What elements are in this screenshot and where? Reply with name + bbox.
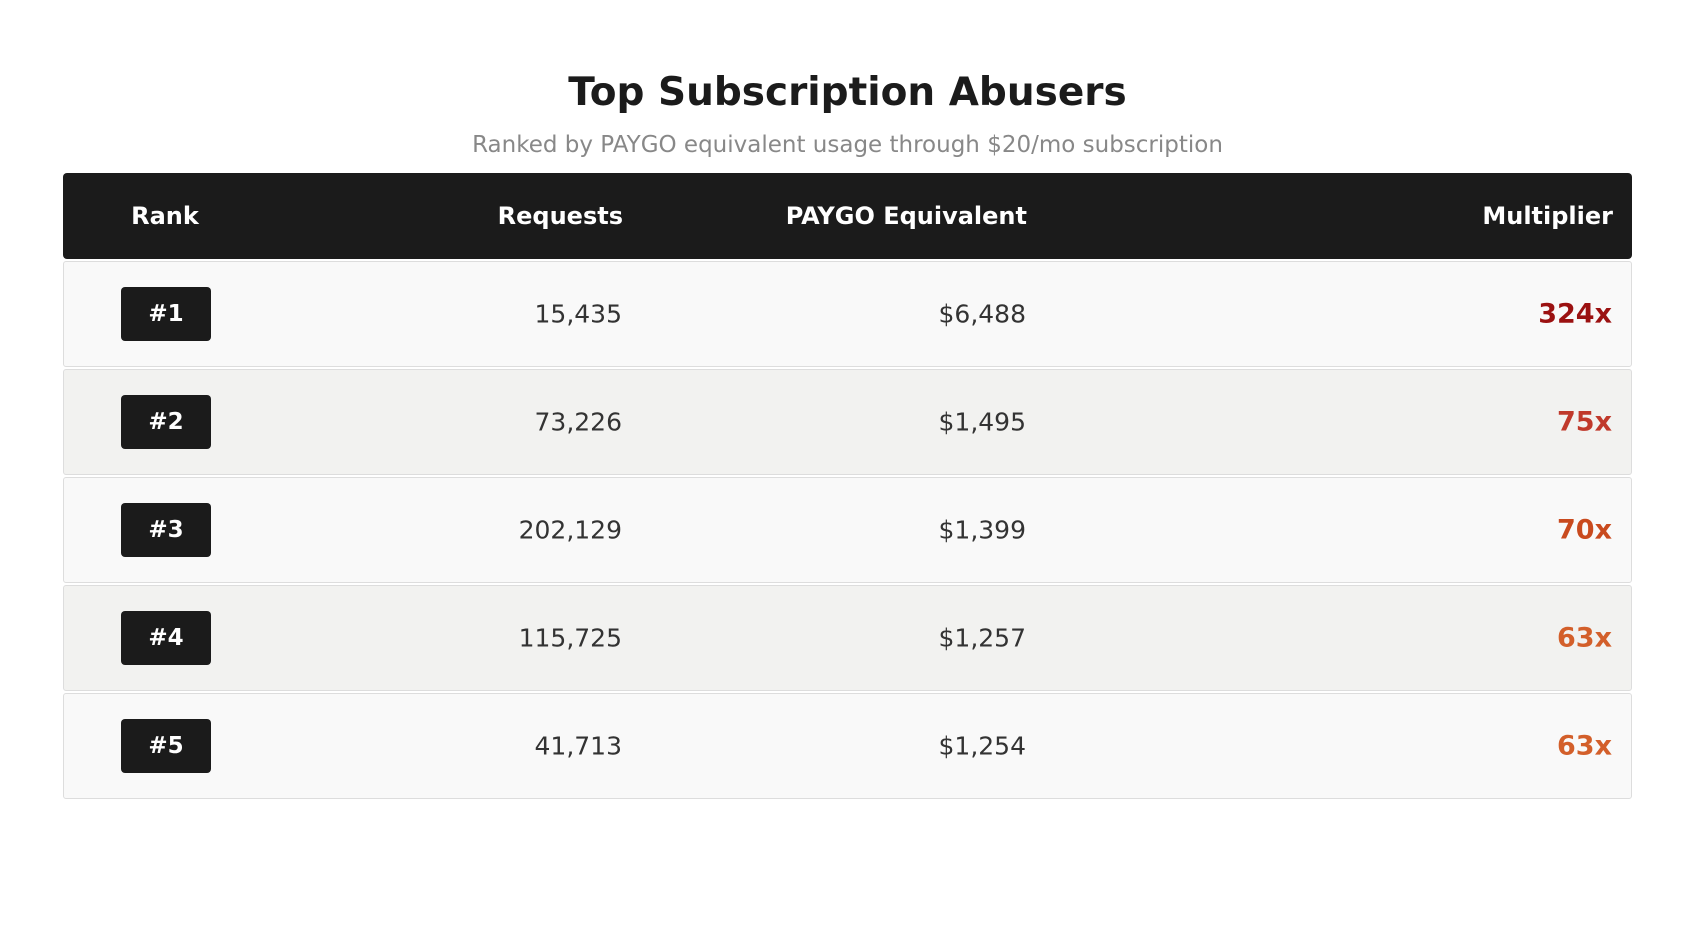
header-paygo: PAYGO Equivalent [785,202,1027,230]
paygo-cell: $6,488 [938,299,1026,329]
rank-cell: #3 [64,503,268,557]
paygo-cell: $1,254 [938,731,1026,761]
paygo-cell: $1,495 [938,407,1026,437]
header-requests: Requests [497,202,623,230]
rank-badge: #3 [121,503,211,557]
abusers-table: Rank Requests PAYGO Equivalent Multiplie… [63,173,1632,799]
table-row: #1 15,435 $6,488 324x [63,261,1632,367]
rank-cell: #4 [64,611,268,665]
header-multiplier: Multiplier [1482,202,1613,230]
requests-cell: 202,129 [518,515,622,545]
rank-badge: #4 [121,611,211,665]
multiplier-cell: 63x [1557,622,1612,654]
page-title: Top Subscription Abusers [568,70,1127,115]
multiplier-cell: 324x [1538,298,1612,330]
multiplier-cell: 63x [1557,730,1612,762]
rank-cell: #1 [64,287,268,341]
rank-badge: #2 [121,395,211,449]
table-row: #2 73,226 $1,495 75x [63,369,1632,475]
table-header: Rank Requests PAYGO Equivalent Multiplie… [63,173,1632,259]
rank-cell: #2 [64,395,268,449]
requests-cell: 41,713 [534,731,622,761]
table-row: #4 115,725 $1,257 63x [63,585,1632,691]
table-row: #5 41,713 $1,254 63x [63,693,1632,799]
paygo-cell: $1,257 [938,623,1026,653]
multiplier-cell: 70x [1557,514,1612,546]
requests-cell: 15,435 [534,299,622,329]
requests-cell: 73,226 [534,407,622,437]
rank-badge: #1 [121,287,211,341]
multiplier-cell: 75x [1557,406,1612,438]
page-subtitle: Ranked by PAYGO equivalent usage through… [472,132,1223,158]
paygo-cell: $1,399 [938,515,1026,545]
table-row: #3 202,129 $1,399 70x [63,477,1632,583]
requests-cell: 115,725 [518,623,622,653]
rank-badge: #5 [121,719,211,773]
rank-cell: #5 [64,719,268,773]
header-rank: Rank [131,202,199,230]
